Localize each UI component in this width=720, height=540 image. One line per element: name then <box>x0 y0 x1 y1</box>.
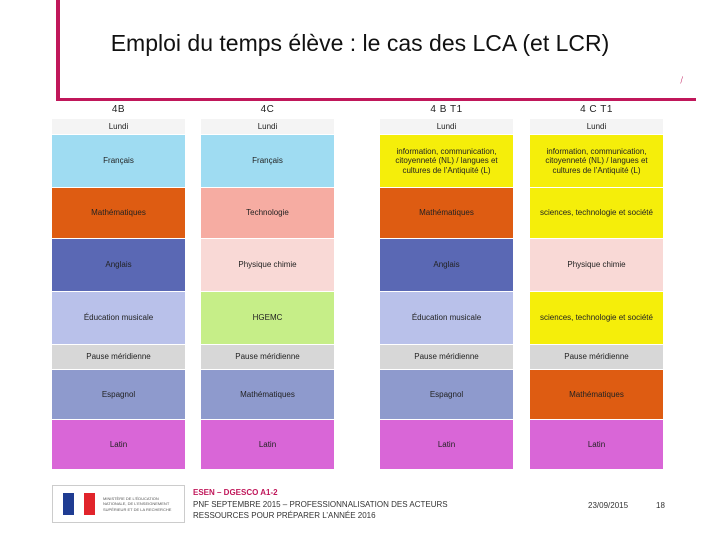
lesson-cell: Physique chimie <box>530 239 663 292</box>
lesson-cell: Pause méridienne <box>530 345 663 370</box>
lesson-cell: Français <box>52 135 185 188</box>
lesson-cell: Pause méridienne <box>52 345 185 370</box>
lesson-cell: Physique chimie <box>201 239 334 292</box>
flag-icon <box>63 493 96 515</box>
lesson-cell: Mathématiques <box>52 188 185 239</box>
lesson-cell: Éducation musicale <box>52 292 185 345</box>
frame-corner-arrow <box>680 76 683 84</box>
footer-date: 23/09/2015 <box>588 501 629 510</box>
day-header: Lundi <box>380 119 513 135</box>
lesson-cell: Français <box>201 135 334 188</box>
frame-left-bar <box>56 0 60 100</box>
ministry-logo: MINISTÈRE DE L'ÉDUCATION NATIONALE, DE L… <box>52 485 185 523</box>
lesson-cell: Espagnol <box>380 370 513 420</box>
day-header: Lundi <box>530 119 663 135</box>
lesson-cell: Latin <box>52 420 185 470</box>
lesson-cell: Mathématiques <box>380 188 513 239</box>
timetable-column-4b: Lundi Français Mathématiques Anglais Édu… <box>52 119 185 470</box>
lesson-cell: Éducation musicale <box>380 292 513 345</box>
footer-credits: ESEN – DGESCO A1-2 PNF SEPTEMBRE 2015 – … <box>193 487 448 522</box>
column-label-4b: 4B <box>111 104 126 115</box>
lesson-cell: Latin <box>201 420 334 470</box>
ministry-logo-text: MINISTÈRE DE L'ÉDUCATION NATIONALE, DE L… <box>103 496 172 512</box>
page-title: Emploi du temps élève : le cas des LCA (… <box>110 30 610 56</box>
lesson-cell: sciences, technologie et société <box>530 292 663 345</box>
lesson-cell: information, communication, citoyenneté … <box>530 135 663 188</box>
lesson-cell: Pause méridienne <box>380 345 513 370</box>
lesson-cell: Espagnol <box>52 370 185 420</box>
footer-line-2: PNF SEPTEMBRE 2015 – PROFESSIONNALISATIO… <box>193 499 448 509</box>
timetable-column-4ct1: Lundi information, communication, citoye… <box>530 119 663 470</box>
lesson-cell: Anglais <box>380 239 513 292</box>
lesson-cell: Pause méridienne <box>201 345 334 370</box>
lesson-cell: HGEMC <box>201 292 334 345</box>
footer-org: ESEN – DGESCO A1-2 <box>193 488 278 497</box>
lesson-cell: Anglais <box>52 239 185 292</box>
column-label-4ct1: 4 C T1 <box>580 104 613 115</box>
lesson-cell: information, communication, citoyenneté … <box>380 135 513 188</box>
lesson-cell: Mathématiques <box>530 370 663 420</box>
column-label-4bt1: 4 B T1 <box>430 104 463 115</box>
day-header: Lundi <box>52 119 185 135</box>
page-number: 18 <box>656 501 665 510</box>
lesson-cell: Latin <box>530 420 663 470</box>
frame-bottom-bar <box>56 98 696 101</box>
lesson-cell: Latin <box>380 420 513 470</box>
lesson-cell: Mathématiques <box>201 370 334 420</box>
day-header: Lundi <box>201 119 334 135</box>
footer-line-3: RESSOURCES POUR PRÉPARER L’ANNÉE 2016 <box>193 511 376 521</box>
timetable-column-4bt1: Lundi information, communication, citoye… <box>380 119 513 470</box>
column-label-4c: 4C <box>260 104 275 115</box>
timetable-column-4c: Lundi Français Technologie Physique chim… <box>201 119 334 470</box>
lesson-cell: Technologie <box>201 188 334 239</box>
lesson-cell: sciences, technologie et société <box>530 188 663 239</box>
